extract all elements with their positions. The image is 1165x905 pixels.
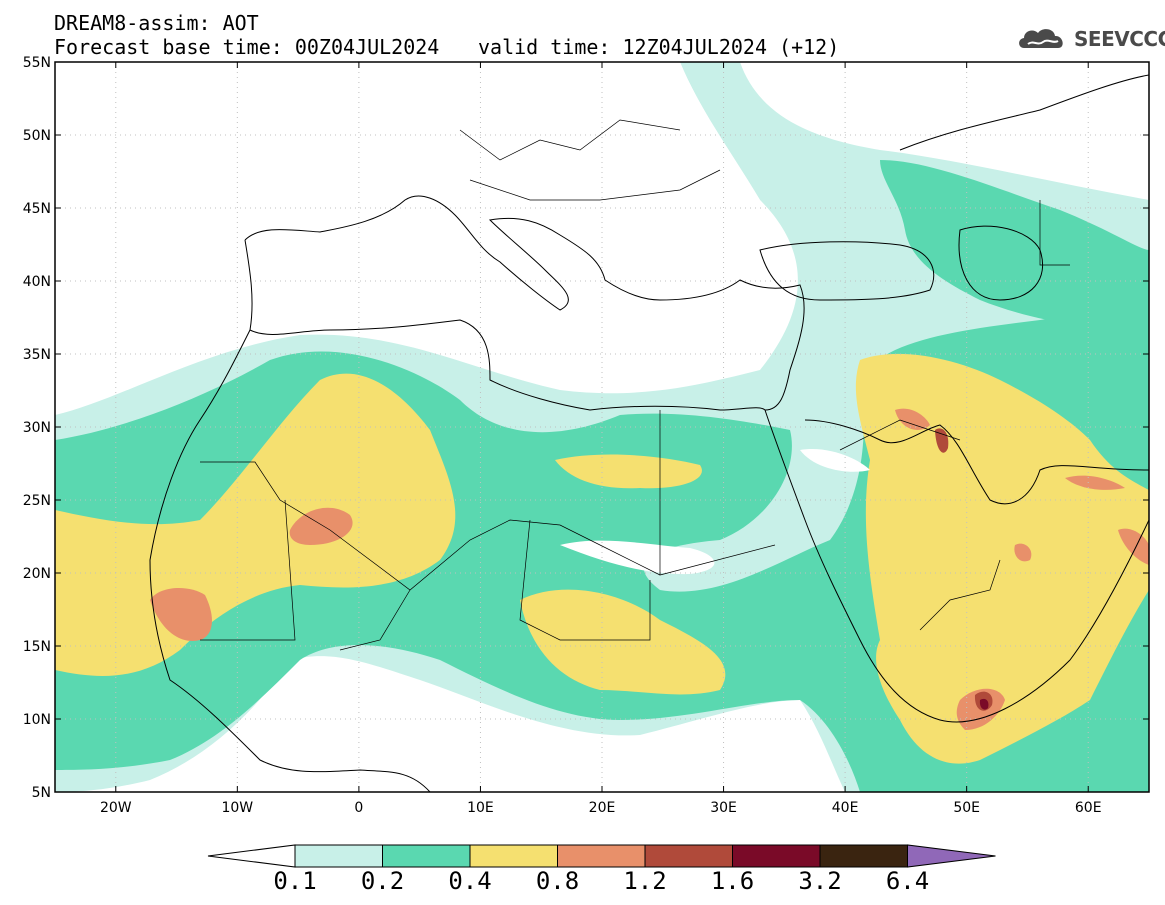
colorbar-bin: [557, 844, 646, 868]
valid-time: valid time: 12Z04JUL2024 (+12): [478, 35, 840, 59]
lat-label: 40N: [23, 274, 51, 290]
cloud-icon: [1019, 29, 1063, 48]
lat-label: 35N: [23, 347, 51, 363]
lon-label: 10E: [467, 800, 494, 816]
lat-label: 50N: [23, 128, 51, 144]
colorbar-label: 0.8: [535, 867, 580, 895]
colorbar-label: 6.4: [885, 867, 930, 895]
lon-label: 20E: [589, 800, 616, 816]
lat-label: 20N: [23, 566, 51, 582]
logo-text: SEEVCCC: [1074, 27, 1165, 51]
lon-label: 60E: [1075, 800, 1102, 816]
lat-label: 30N: [23, 420, 51, 436]
lat-label: 45N: [23, 201, 51, 217]
colorbar-bin: [469, 844, 558, 868]
colorbar-label: 1.6: [710, 867, 755, 895]
colorbar-high-arrow: [907, 844, 996, 868]
forecast-base-time: Forecast base time: 00Z04JUL2024: [54, 35, 440, 59]
coastlines: [149, 74, 1149, 792]
aot-field: [55, 62, 1149, 792]
colorbar-bin: [382, 844, 471, 868]
graticule: [55, 62, 1149, 792]
colorbar-label: 1.2: [623, 867, 667, 895]
colorbar: [207, 844, 996, 868]
colorbar-label: 0.1: [273, 867, 317, 895]
colorbar-bin: [732, 844, 821, 868]
aot-0.8-1.2: [150, 408, 1149, 730]
lon-label: 20W: [100, 800, 132, 816]
colorbar-label: 0.2: [360, 867, 405, 895]
lat-label: 10N: [23, 712, 51, 728]
lon-labels: 20W 10W 0 10E 20E 30E 40E 50E 60E: [100, 800, 1102, 816]
colorbar-bin: [294, 844, 383, 868]
seevccc-logo: SEEVCCC: [1016, 24, 1165, 54]
aot-1.6-3.2: [979, 698, 989, 710]
lon-label: 30E: [710, 800, 737, 816]
colorbar-label: 3.2: [798, 867, 842, 895]
lat-label: 5N: [32, 785, 51, 801]
colorbar-low-arrow: [207, 844, 296, 868]
lat-labels: 55N 50N 45N 40N 35N 30N 25N 20N 15N 10N 5N: [23, 55, 51, 801]
lat-label: 15N: [23, 639, 51, 655]
lon-label: 50E: [953, 800, 980, 816]
lon-label: 10W: [221, 800, 253, 816]
lon-label: 0: [354, 800, 363, 816]
borders: [200, 119, 1070, 651]
lat-label: 55N: [23, 55, 51, 71]
map-title: DREAM8-assim: AOT: [54, 11, 259, 35]
colorbar-bin: [819, 844, 908, 868]
lon-label: 40E: [832, 800, 859, 816]
lat-label: 25N: [23, 493, 51, 509]
colorbar-bin: [644, 844, 733, 868]
axis-ticks: [55, 61, 1149, 793]
colorbar-label: 0.4: [448, 867, 492, 895]
